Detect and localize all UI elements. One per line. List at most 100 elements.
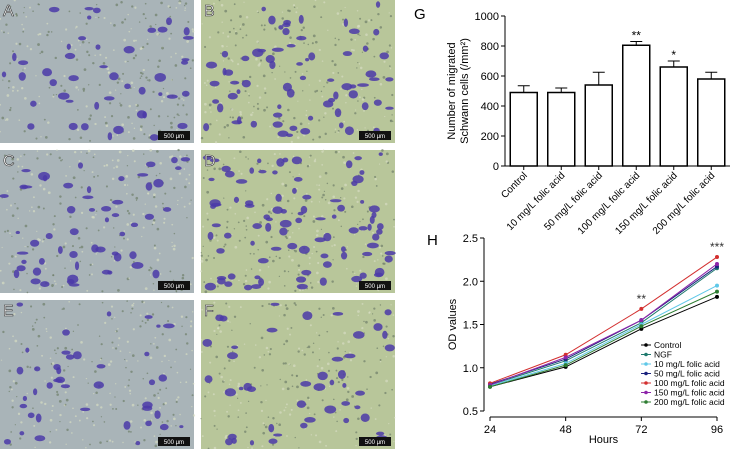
texture-dot	[214, 86, 217, 89]
y-tick-label: 1000	[475, 11, 499, 23]
texture-dot	[43, 118, 46, 121]
texture-dot	[131, 5, 134, 8]
cell	[275, 193, 282, 202]
texture-dot	[282, 120, 285, 123]
texture-dot	[241, 23, 245, 26]
cell	[157, 26, 168, 33]
texture-dot	[171, 245, 173, 248]
texture-dot	[139, 71, 143, 74]
texture-dot	[315, 234, 319, 237]
texture-dot	[157, 115, 161, 118]
texture-dot	[215, 234, 218, 237]
texture-dot	[10, 431, 13, 433]
texture-dot	[309, 99, 311, 101]
texture-dot	[323, 116, 325, 118]
texture-dot	[100, 343, 103, 346]
texture-dot	[65, 443, 67, 445]
cell	[278, 25, 284, 30]
texture-dot	[88, 274, 91, 276]
texture-dot	[206, 169, 209, 171]
texture-dot	[111, 341, 114, 344]
texture-dot	[373, 307, 376, 310]
cell	[352, 331, 365, 339]
cell	[66, 206, 76, 214]
texture-dot	[104, 121, 108, 125]
texture-dot	[343, 331, 346, 335]
texture-dot	[357, 417, 360, 420]
texture-dot	[332, 306, 335, 310]
cell	[375, 1, 381, 8]
texture-dot	[59, 202, 62, 205]
texture-dot	[79, 12, 81, 14]
texture-dot	[296, 375, 298, 377]
texture-dot	[266, 384, 268, 386]
texture-dot	[174, 52, 177, 55]
texture-dot	[325, 444, 328, 447]
cell	[379, 52, 390, 60]
texture-dot	[15, 12, 18, 15]
y-tick-label: 600	[481, 71, 499, 83]
texture-dot	[163, 221, 166, 224]
texture-dot	[224, 9, 228, 13]
texture-dot	[294, 304, 297, 306]
texture-dot	[29, 366, 32, 369]
cell	[113, 252, 122, 262]
cell	[123, 421, 131, 430]
texture-dot	[200, 350, 203, 353]
cell	[65, 354, 75, 360]
texture-dot	[357, 33, 360, 36]
texture-dot	[149, 356, 153, 360]
texture-dot	[63, 382, 66, 385]
texture-dot	[75, 27, 77, 29]
texture-dot	[257, 11, 259, 14]
y-axis-label: Number of migrated	[446, 42, 458, 139]
texture-dot	[124, 386, 127, 388]
texture-dot	[117, 327, 119, 330]
texture-dot	[278, 256, 281, 260]
texture-dot	[286, 199, 290, 203]
texture-dot	[260, 385, 262, 387]
texture-dot	[92, 61, 95, 65]
point	[639, 324, 644, 329]
texture-dot	[334, 411, 337, 414]
texture-dot	[127, 131, 130, 134]
texture-dot	[339, 409, 341, 411]
texture-dot	[156, 227, 160, 231]
texture-dot	[14, 381, 18, 385]
texture-dot	[19, 289, 22, 292]
texture-dot	[347, 376, 349, 378]
texture-dot	[327, 362, 330, 366]
texture-dot	[144, 287, 148, 290]
texture-dot	[287, 108, 290, 112]
texture-dot	[326, 182, 329, 185]
texture-dot	[279, 304, 282, 307]
cell	[12, 52, 17, 62]
texture-dot	[172, 413, 175, 416]
scale-bar-box	[158, 131, 190, 140]
texture-dot	[105, 164, 109, 167]
cell	[366, 242, 379, 249]
texture-dot	[35, 75, 37, 77]
texture-dot	[47, 191, 51, 195]
texture-dot	[1, 281, 5, 285]
texture-dot	[295, 11, 298, 14]
texture-dot	[238, 170, 240, 172]
texture-dot	[32, 407, 34, 410]
texture-dot	[228, 383, 231, 385]
texture-dot	[129, 265, 133, 269]
texture-dot	[305, 114, 308, 117]
cell	[307, 115, 314, 121]
texture-dot	[267, 287, 270, 290]
texture-dot	[206, 190, 210, 194]
texture-dot	[36, 344, 39, 347]
cell	[32, 267, 42, 276]
texture-dot	[331, 245, 333, 247]
texture-dot	[200, 270, 203, 273]
texture-dot	[77, 324, 79, 326]
texture-dot	[115, 408, 118, 410]
point	[715, 294, 719, 299]
texture-dot	[39, 184, 42, 187]
texture-dot	[200, 418, 202, 420]
cell	[314, 237, 326, 243]
texture-dot	[191, 394, 194, 397]
